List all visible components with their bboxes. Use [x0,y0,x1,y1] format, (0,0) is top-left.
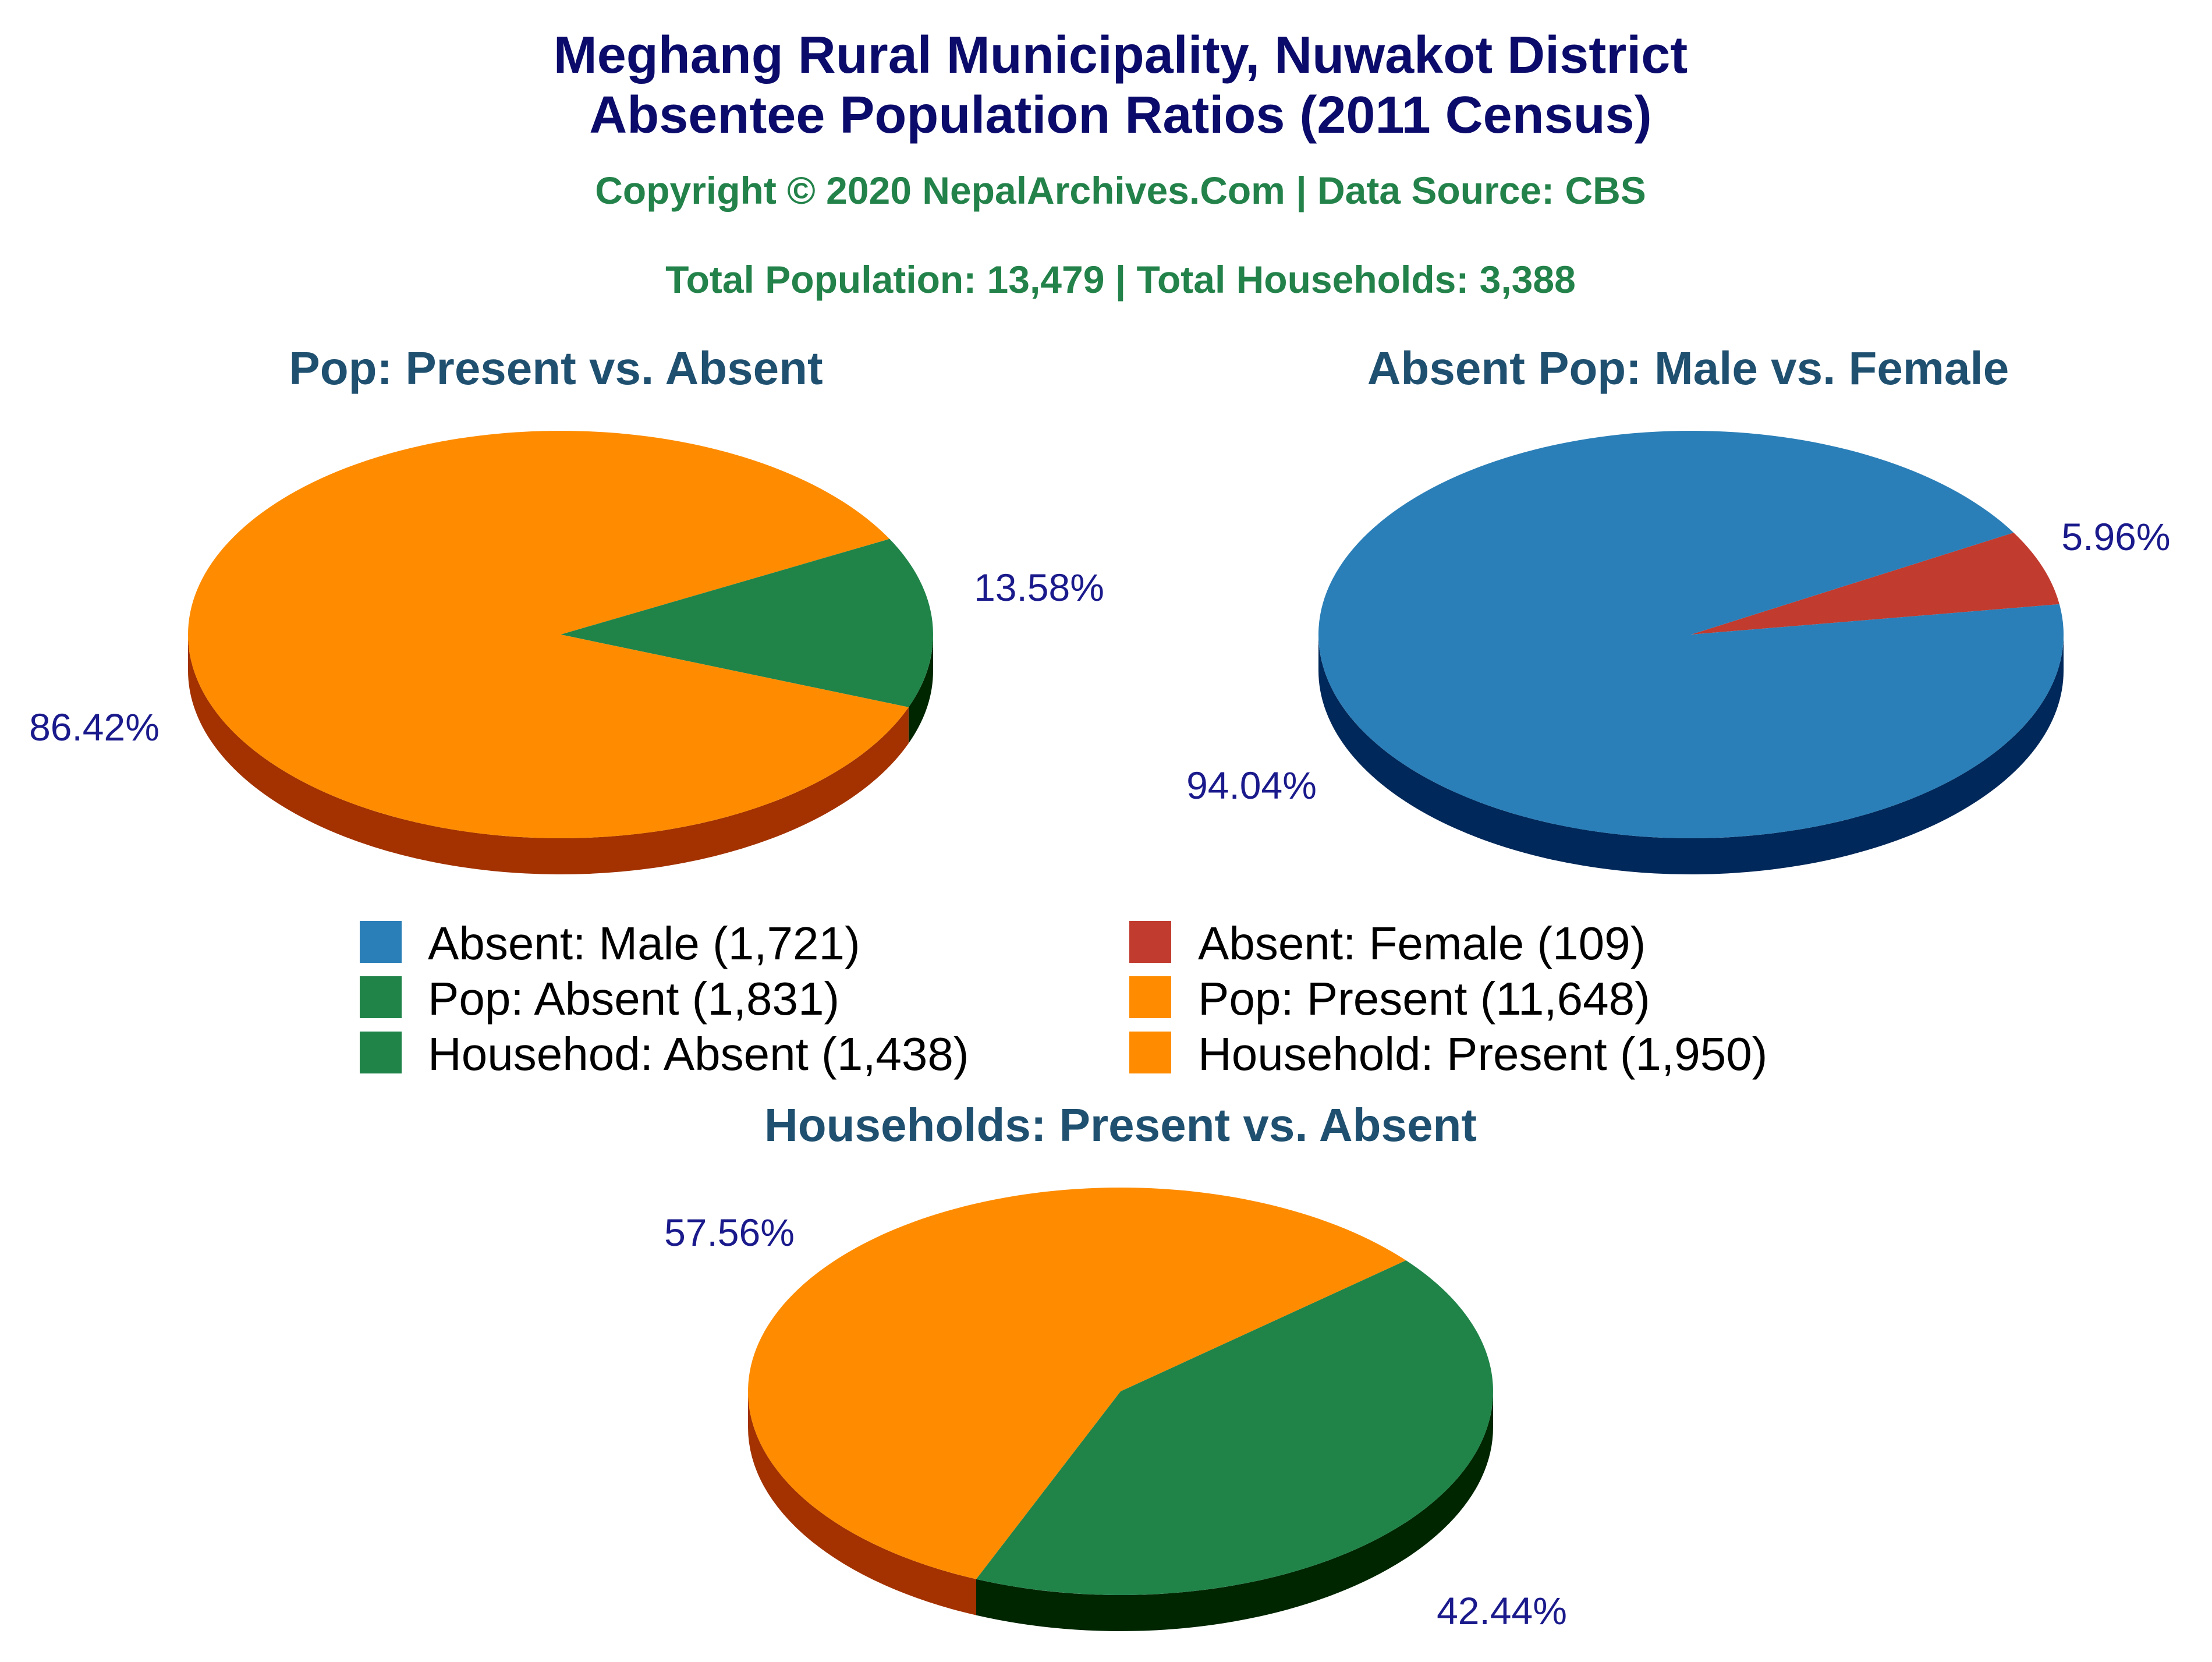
pie-title-absent-gender: Absent Pop: Male vs. Female [1367,342,2009,394]
legend-swatch-pop-absent [360,976,402,1018]
legend-label-absent-male: Absent: Male (1,721) [428,917,860,969]
legend-swatch-household-absent [360,1032,402,1073]
pie-slice-household-present-percent-label: 57.56% [664,1211,795,1254]
pie-slice-household-absent-side [976,1391,1493,1631]
pie-slice-pop-absent-percent-label: 13.58% [974,566,1104,609]
copyright-text: Copyright © 2020 NepalArchives.Com | Dat… [595,169,1646,213]
legend-label-household-absent: Househod: Absent (1,438) [428,1028,969,1080]
pie-chart-absent-gender: 5.96% 94.04% [1186,430,2171,874]
pie-slice-pop-present-percent-label: 86.42% [29,706,159,749]
pie-chart-households: 42.44% 57.56% [664,1188,1567,1632]
pie-slice-household-absent-percent-label: 42.44% [1437,1589,1567,1632]
legend-swatch-absent-male [360,921,402,963]
pie-slice-absent-male-side [1318,635,2064,874]
legend-label-absent-female: Absent: Female (109) [1198,917,1646,969]
pie-title-population: Pop: Present vs. Absent [289,342,823,394]
totals-text: Total Population: 13,479 | Total Househo… [665,258,1576,302]
legend-swatch-absent-female [1129,921,1171,963]
legend-label-pop-present: Pop: Present (11,648) [1198,973,1650,1025]
pie-slice-household-present-side [748,1391,977,1615]
pie-slice-pop-absent-side [908,635,933,743]
pie-slice-household-absent [976,1260,1493,1596]
legend-label-pop-absent: Pop: Absent (1,831) [428,973,839,1025]
pie-title-households: Households: Present vs. Absent [764,1099,1477,1151]
legend-label-household-present: Household: Present (1,950) [1198,1028,1767,1080]
chart-title-line2: Absentee Population Ratios (2011 Census) [589,86,1651,144]
pie-slice-pop-absent [561,538,933,707]
pie-slice-pop-present [187,430,909,838]
pie-slice-absent-female-percent-label: 5.96% [2061,515,2170,558]
pie-slice-household-present [748,1188,1406,1579]
pie-slice-pop-present-side [188,635,909,874]
pie-slice-absent-male [1318,430,2064,838]
chart-title-line1: Meghang Rural Municipality, Nuwakot Dist… [554,26,1688,84]
pie-slice-absent-female [1691,533,2059,635]
pie-slice-absent-male-percent-label: 94.04% [1186,764,1317,807]
legend-swatch-pop-present [1129,976,1171,1018]
legend-swatch-household-present [1129,1032,1171,1073]
pie-chart-population: 13.58% 86.42% [29,430,1104,874]
chart-legend: Absent: Male (1,721) Absent: Female (109… [360,917,1767,1080]
